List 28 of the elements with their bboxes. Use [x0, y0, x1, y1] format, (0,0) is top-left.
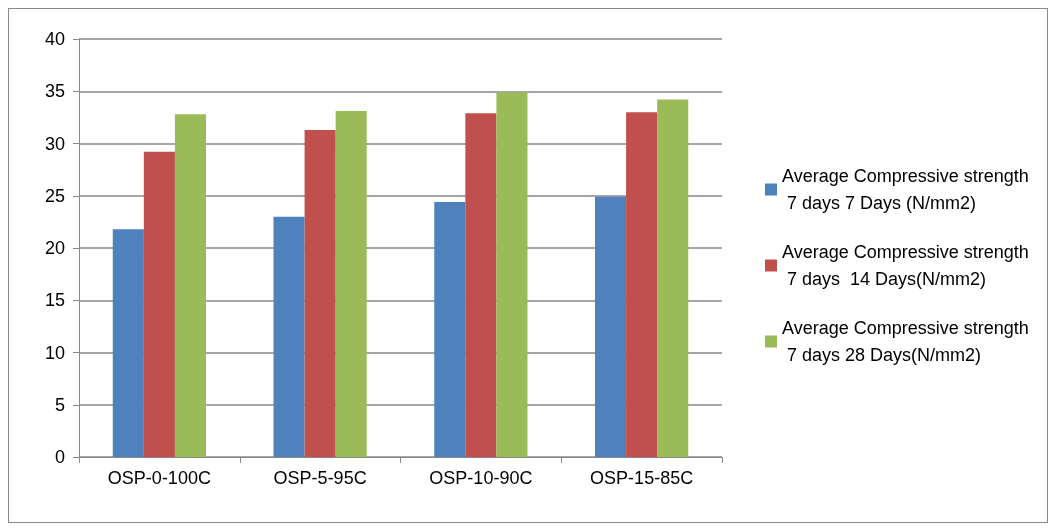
bar [112, 229, 144, 457]
bar [273, 216, 305, 457]
legend-label: Average Compressive strength 7 days 28 Days(N/mm2) [782, 318, 1029, 365]
bar [496, 92, 528, 457]
y-tick-label: 35 [44, 81, 65, 102]
bar [657, 99, 689, 457]
y-tick-label: 10 [44, 342, 65, 363]
y-tick-label: 25 [44, 185, 65, 206]
y-tick-label: 40 [44, 29, 65, 49]
bar [304, 129, 336, 457]
bar [595, 196, 627, 457]
bar [465, 113, 497, 457]
bar [174, 114, 206, 457]
y-tick-label: 20 [44, 238, 65, 258]
bar [434, 202, 466, 457]
y-tick-label: 30 [44, 133, 65, 154]
legend-label: Average Compressive strength 7 days 14 Days(N/mm2) [782, 242, 1029, 289]
x-tick-label: OSP-5-95C [273, 468, 367, 488]
y-tick-label: 0 [54, 447, 65, 467]
y-tick-label: 15 [44, 290, 65, 311]
x-tick-label: OSP-15-85C [590, 468, 694, 488]
bar [335, 111, 367, 457]
x-tick-label: OSP-10-90C [429, 468, 533, 488]
bar [626, 112, 658, 457]
x-tick-label: OSP-0-100C [107, 468, 211, 488]
y-tick-label: 5 [54, 394, 65, 415]
bar [143, 151, 175, 457]
legend-label: Average Compressive strength 7 days 7 Days (N/mm2) [782, 166, 1029, 213]
